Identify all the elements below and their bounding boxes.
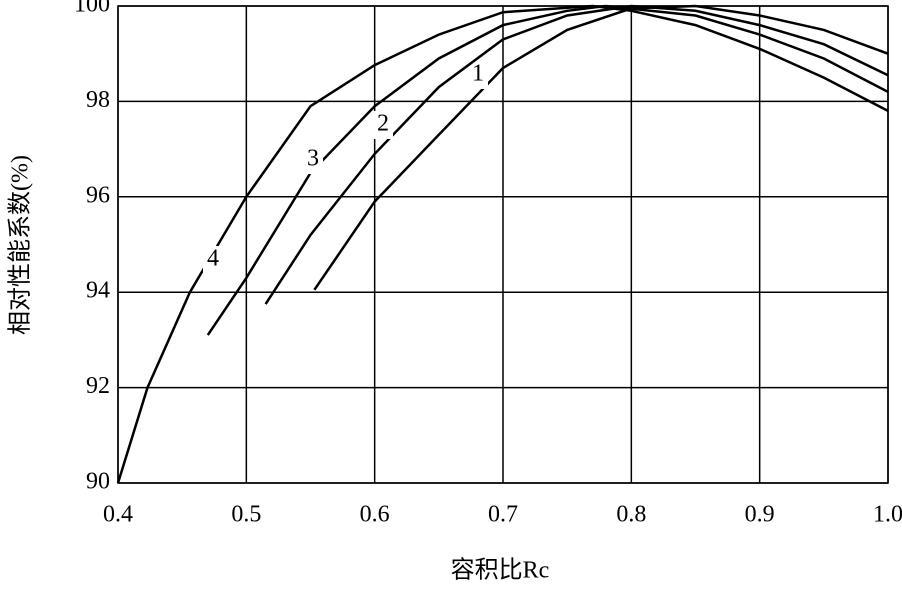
label-gap — [373, 111, 393, 139]
y-tick-label: 98 — [86, 87, 110, 113]
label-gap — [468, 61, 488, 89]
x-tick-label: 0.6 — [360, 502, 390, 528]
plot-frame — [117, 5, 889, 484]
label-gap — [203, 246, 223, 274]
curve — [264, 4, 889, 305]
x-tick-label: 0.9 — [745, 502, 775, 528]
curve — [116, 4, 889, 484]
y-tick-label: 90 — [86, 469, 110, 495]
x-axis-label: 容积比Rc — [451, 557, 550, 584]
x-tick-label: 0.4 — [103, 502, 133, 528]
y-tick-label: 92 — [86, 373, 110, 399]
y-tick-label: 96 — [86, 182, 110, 208]
curve-label: 3 — [307, 146, 319, 172]
label-gap — [303, 146, 323, 174]
curve-label: 1 — [472, 61, 484, 87]
x-tick-label: 1.0 — [873, 502, 902, 528]
curve-label: 2 — [377, 111, 389, 137]
curve-label: 4 — [207, 246, 219, 272]
y-tick-label: 94 — [86, 278, 110, 304]
x-tick-label: 0.5 — [231, 502, 261, 528]
y-tick-label: 100 — [74, 0, 110, 18]
x-tick-label: 0.7 — [488, 502, 518, 528]
y-axis-label: 相对性能系数(%) — [7, 155, 34, 335]
curve — [313, 4, 889, 291]
x-tick-label: 0.8 — [616, 502, 646, 528]
curve — [206, 4, 889, 336]
